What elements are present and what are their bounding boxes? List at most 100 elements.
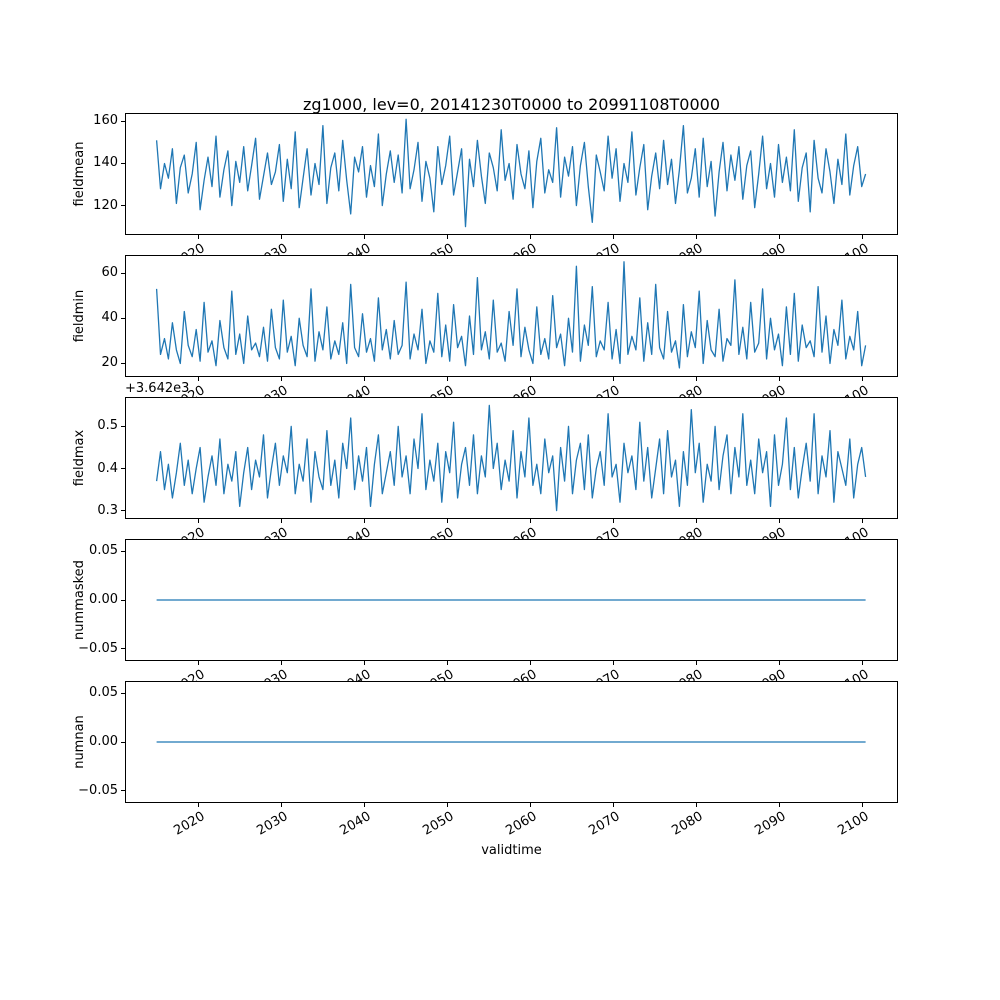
y-axis-label: fieldmax [72,429,87,487]
x-tick-mark [280,377,282,381]
x-tick-mark [446,519,448,523]
x-tick-label: 2070 [586,809,623,839]
x-tick-mark [363,519,365,523]
y-tick-label: 160 [93,113,118,129]
x-tick-mark [446,235,448,239]
y-tick-label: 0.3 [97,502,118,518]
x-tick-mark [861,661,863,665]
x-tick-mark [778,377,780,381]
x-tick-mark [529,519,531,523]
y-tick-label: 0.05 [89,685,118,701]
y-tick-label: −0.05 [78,640,118,656]
y-tick-label: 40 [101,310,118,326]
x-tick-label: 2080 [669,809,706,839]
series-line [155,404,867,512]
x-tick-label: 2100 [835,809,872,839]
x-tick-mark [197,803,199,807]
y-tick-mark [121,648,125,650]
x-axis-label: validtime [481,843,542,858]
y-tick-mark [121,550,125,552]
x-tick-mark [695,803,697,807]
x-tick-mark [363,235,365,239]
x-tick-mark [446,377,448,381]
x-tick-mark [695,377,697,381]
y-tick-mark [121,162,125,164]
y-tick-mark [121,599,125,601]
x-tick-mark [861,235,863,239]
x-tick-mark [695,661,697,665]
x-tick-mark [446,661,448,665]
y-tick-label: 140 [93,155,118,171]
line-series [155,261,867,369]
chart-title: zg1000, lev=0, 20141230T0000 to 20991108… [302,95,721,114]
x-tick-mark [778,661,780,665]
x-tick-mark [280,661,282,665]
y-tick-label: 0.5 [97,418,118,434]
x-tick-mark [446,803,448,807]
x-tick-mark [695,235,697,239]
x-tick-mark [363,377,365,381]
x-tick-mark [363,803,365,807]
y-axis-label: fieldmin [72,289,87,343]
subplot-numnan: numnan −0.05 0.00 0.05 2020 2030 2040 2050 206… [0,681,1000,839]
axes-box [125,255,898,377]
y-tick-mark [121,317,125,319]
y-tick-label: 0.05 [89,543,118,559]
series-line [155,118,867,228]
x-tick-mark [197,661,199,665]
x-tick-mark [529,235,531,239]
x-tick-mark [529,377,531,381]
subplot-fieldmax: +3.642e3 fieldmax 0.30.40.5 202020302040… [0,381,1000,555]
line-series [155,118,867,228]
x-tick-mark [778,803,780,807]
x-tick-mark [861,377,863,381]
y-tick-label: 60 [101,265,118,281]
x-tick-mark [612,519,614,523]
x-tick-mark [695,519,697,523]
x-tick-label: 2020 [171,809,208,839]
x-tick-label: 2060 [503,809,540,839]
series-line [155,261,867,369]
y-tick-mark [121,692,125,694]
y-tick-label: 0.00 [89,734,118,749]
x-tick-mark [612,377,614,381]
y-tick-mark [121,790,125,792]
line-series [156,599,866,601]
x-tick-mark [612,235,614,239]
axis-offset-text: +3.642e3 [125,381,190,396]
x-tick-mark [612,803,614,807]
y-tick-mark [121,510,125,512]
line-series [155,404,867,512]
subplot-nummasked: nummasked −0.050.000.05 2020203020402050… [0,539,1000,697]
x-tick-mark [778,235,780,239]
x-tick-mark [197,235,199,239]
y-tick-label: 0.4 [97,460,118,476]
x-tick-mark [778,519,780,523]
x-tick-mark [529,661,531,665]
line-series [156,741,866,743]
x-tick-mark [280,519,282,523]
x-tick-mark [280,803,282,807]
y-tick-mark [121,362,125,364]
y-tick-mark [121,425,125,427]
y-tick-label: −0.05 [78,782,118,798]
y-axis-label: fieldmean [72,141,87,207]
y-tick-mark [121,741,125,743]
x-tick-mark [861,803,863,807]
x-tick-mark [529,803,531,807]
y-tick-label: 0.00 [89,592,118,607]
y-tick-label: 120 [93,197,118,213]
x-tick-label: 2050 [420,809,457,839]
x-tick-label: 2040 [337,809,374,839]
y-tick-mark [121,272,125,274]
x-tick-mark [363,661,365,665]
x-tick-label: 2090 [752,809,789,839]
x-tick-mark [861,519,863,523]
y-tick-mark [121,120,125,122]
x-tick-mark [197,519,199,523]
x-tick-mark [197,377,199,381]
y-tick-mark [121,205,125,207]
